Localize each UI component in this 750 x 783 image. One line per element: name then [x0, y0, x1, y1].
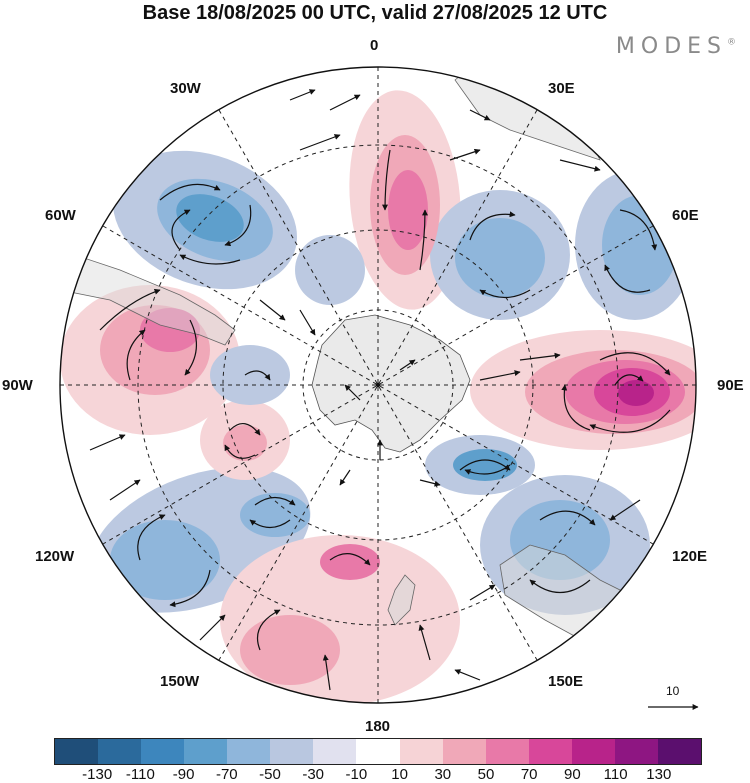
colorbar-tick-label: 70 [520, 766, 538, 783]
colorbar-tick-label: -90 [172, 766, 195, 783]
colorbar-swatch [55, 739, 99, 764]
colorbar-tick-label: -110 [125, 766, 155, 783]
chart-title: Base 18/08/2025 00 UTC, valid 27/08/2025… [142, 2, 608, 24]
graticule [60, 67, 696, 703]
colorbar-tick-label: -130 [82, 766, 113, 783]
brand-logo: MODES® [616, 34, 736, 59]
label-30w: 30W [170, 80, 201, 97]
colorbar-swatch [313, 739, 357, 764]
label-30e: 30E [548, 80, 575, 97]
colorbar-swatch [98, 739, 142, 764]
colorbar-swatch [528, 739, 572, 764]
colorbar-swatch [571, 739, 615, 764]
colorbar-swatch [141, 739, 185, 764]
colorbar [54, 738, 702, 765]
colorbar-swatch [614, 739, 658, 764]
colorbar-swatch [184, 739, 228, 764]
label-0: 0 [370, 37, 379, 54]
label-150w: 150W [160, 673, 200, 690]
new-zealand-land [387, 574, 416, 626]
colorbar-tick-label: 50 [477, 766, 495, 783]
label-120w: 120W [35, 548, 75, 565]
label-60w: 60W [45, 207, 76, 224]
label-90e: 90E [717, 377, 744, 394]
colorbar-swatch [270, 739, 314, 764]
colorbar-tick-label: -50 [259, 766, 281, 783]
anomaly-neg-weddell [295, 235, 365, 305]
label-90w: 90W [2, 377, 33, 394]
label-120e: 120E [672, 548, 708, 565]
label-60e: 60E [672, 207, 699, 224]
colorbar-tick-label: 110 [603, 766, 628, 783]
colorbar-tick-label: -10 [345, 766, 368, 783]
colorbar-tick-label: -70 [215, 766, 238, 783]
antarctica-land [311, 314, 471, 453]
colorbar-tick-label: 90 [564, 766, 581, 783]
colorbar-tick-label: 10 [391, 766, 408, 783]
anomaly-neg-amundsen [210, 345, 290, 405]
colorbar-swatch [442, 739, 486, 764]
colorbar-swatch [227, 739, 271, 764]
colorbar-swatch [657, 739, 701, 764]
brand-mark: ® [727, 37, 736, 48]
brand-name: MODES [615, 34, 727, 59]
reference-vector-label: 10 [666, 684, 680, 698]
colorbar-swatch [485, 739, 529, 764]
colorbar-swatch [399, 739, 443, 764]
colorbar-tick-label: -30 [302, 766, 325, 783]
label-180: 180 [365, 718, 391, 735]
colorbar-swatch [356, 739, 400, 764]
colorbar-ticks: -130 -110 -90 -70 -50 -30 -10 10 30 50 70 90 110 130 [54, 766, 702, 783]
colorbar-tick-label: 130 [646, 766, 672, 783]
colorbar-tick-label: 30 [434, 766, 452, 783]
label-150e: 150E [548, 673, 584, 690]
wind-vectors [89, 89, 671, 691]
